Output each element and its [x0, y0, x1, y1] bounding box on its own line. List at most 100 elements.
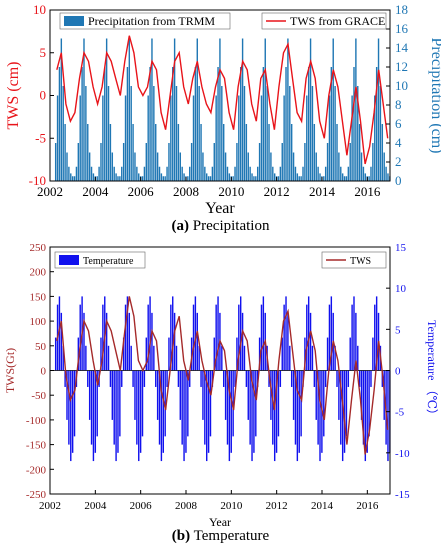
legend-bars-swatch — [59, 255, 79, 265]
bar — [60, 38, 63, 181]
bar — [258, 143, 261, 181]
y-left-tick-label: -100 — [26, 415, 47, 427]
bar — [155, 124, 157, 181]
bar — [107, 345, 110, 371]
bar — [124, 95, 127, 181]
bar — [204, 166, 206, 181]
bar — [353, 296, 355, 371]
bar — [121, 370, 123, 387]
bar — [100, 143, 102, 181]
bar — [121, 166, 123, 181]
bar — [153, 345, 155, 371]
bar — [181, 166, 183, 181]
x-tick-label: 2006 — [128, 184, 155, 199]
bar — [304, 143, 306, 181]
bar — [175, 345, 178, 371]
bar — [202, 152, 204, 181]
bar — [213, 143, 215, 181]
bar — [343, 176, 346, 181]
bar — [289, 86, 291, 181]
bar — [311, 86, 314, 181]
bar — [364, 370, 367, 462]
bar — [156, 370, 159, 420]
bar — [336, 124, 338, 181]
bar — [107, 86, 110, 181]
bar — [360, 370, 363, 420]
y-left-tick-label: -10 — [29, 173, 46, 188]
y-right-tick-label: 14 — [395, 40, 409, 55]
legend-bars-swatch — [64, 16, 84, 26]
bar — [119, 176, 121, 181]
y-left-tick-label: -5 — [35, 130, 46, 145]
bar — [105, 38, 108, 181]
bar — [341, 370, 344, 462]
bar — [307, 67, 310, 181]
bar — [262, 296, 265, 371]
bar — [234, 370, 236, 387]
bar — [251, 370, 253, 462]
bar — [326, 143, 329, 181]
bar — [83, 38, 85, 181]
bar — [328, 95, 331, 181]
bar — [300, 370, 302, 437]
bar — [73, 370, 76, 437]
bar — [334, 345, 336, 371]
bar — [313, 124, 316, 181]
bar — [96, 370, 98, 437]
caption-b-label: (b) — [171, 528, 191, 544]
bar — [309, 38, 312, 181]
bar — [77, 337, 80, 371]
bar — [166, 370, 168, 387]
bar — [168, 143, 170, 181]
bar — [343, 370, 346, 453]
bar — [164, 370, 166, 437]
bar — [360, 152, 363, 181]
y-right-tick-label: 16 — [395, 21, 409, 36]
bar — [170, 95, 172, 181]
bar — [149, 296, 151, 371]
x-tick-label: 2016 — [354, 184, 381, 199]
bar — [243, 345, 246, 371]
bar — [273, 173, 276, 181]
bar — [58, 296, 61, 371]
bar — [290, 370, 293, 387]
x-tick-label: 2002 — [37, 184, 63, 199]
y-left-tick-label: 0 — [41, 366, 47, 378]
bar — [194, 296, 197, 371]
bar — [319, 370, 321, 462]
bar — [168, 337, 170, 371]
bar — [132, 124, 134, 181]
bar — [358, 370, 361, 387]
bar — [90, 166, 93, 181]
bar — [160, 173, 163, 181]
caption-b: (b) Temperature — [0, 528, 441, 545]
y-left-tick-label: -50 — [31, 390, 46, 402]
bar — [173, 312, 176, 371]
bar — [319, 173, 321, 181]
y-left-axis-label: TWS (cm) — [5, 62, 22, 130]
bar — [58, 67, 61, 181]
y-left-tick-label: -250 — [26, 489, 47, 501]
bar — [377, 38, 380, 181]
bar — [54, 337, 57, 371]
bar — [68, 166, 70, 181]
x-tick-label: 2010 — [220, 500, 243, 512]
bar — [104, 67, 106, 181]
y-right-tick-label: 5 — [395, 324, 401, 336]
bar — [124, 304, 127, 371]
bar — [247, 370, 249, 420]
bar — [207, 176, 210, 181]
bar — [287, 312, 289, 371]
bar — [221, 86, 223, 181]
bar — [338, 370, 340, 420]
bar-group — [54, 38, 391, 181]
bar — [334, 86, 336, 181]
bar — [200, 124, 202, 181]
bar — [189, 370, 191, 387]
bar — [79, 95, 81, 181]
bar — [307, 296, 310, 371]
bar — [347, 166, 350, 181]
bar — [239, 296, 242, 371]
bar — [251, 173, 253, 181]
bar — [330, 296, 333, 371]
